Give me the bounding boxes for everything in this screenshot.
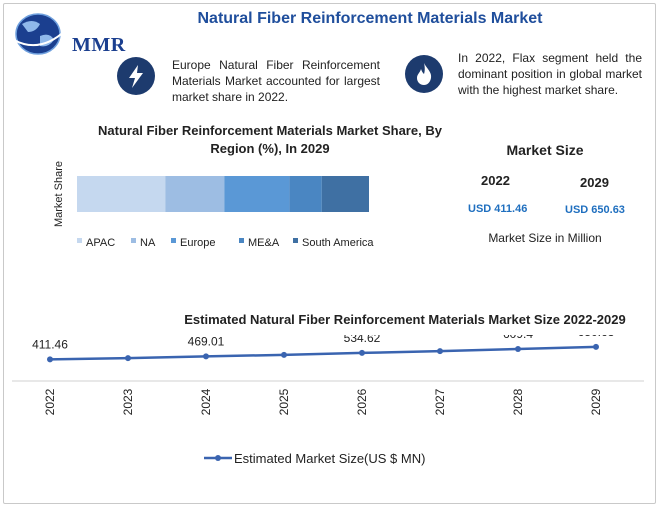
legend-marker-market-size [215, 455, 221, 461]
mmr-logo: MMR [10, 10, 135, 60]
region-share-chart: Market Share APAC NA Europe ME&A South Americ… [53, 161, 374, 249]
x-tick-label-2023: 2023 [121, 388, 135, 415]
market-size-value-2022: USD 411.46 [468, 203, 528, 215]
data-point-2023 [125, 355, 131, 362]
series-line-market-size [49, 345, 597, 361]
x-tick-label-2025: 2025 [277, 388, 291, 415]
bar-chart-title: Natural Fiber Reinforcement Materials Ma… [98, 123, 442, 156]
flame-icon [405, 55, 443, 93]
info-text-europe: Europe Natural Fiber Reinforcement Mater… [172, 58, 380, 104]
legend-label-na: NA [140, 237, 156, 249]
legend-label-south-america: South America [302, 237, 374, 249]
market-size-year-2022: 2022 [481, 173, 510, 188]
bar-segment-europe [224, 176, 290, 212]
legend-swatch-europe [171, 238, 176, 243]
market-size-year-2029: 2029 [580, 175, 609, 190]
bar-segment-me-a [289, 176, 322, 212]
data-point-2025 [281, 351, 287, 358]
x-tick-label-2022: 2022 [43, 388, 57, 415]
data-point-2022 [47, 356, 53, 363]
market-size-note: Market Size in Million [488, 231, 602, 245]
infographic-frame [3, 3, 656, 504]
page-title: Natural Fiber Reinforcement Materials Ma… [197, 10, 543, 27]
bar-segment-south-america [321, 176, 369, 212]
info-text-flax: In 2022, Flax segment held the dominant … [458, 51, 642, 97]
x-tick-label-2029: 2029 [589, 388, 603, 415]
market-size-line-chart: 411.46 2022 2023 469.01 2024 2025 534.62 2026 20… [12, 335, 644, 466]
data-label-2022: 411.46 [32, 337, 68, 351]
market-size-title: Market Size [506, 142, 584, 158]
data-point-2026 [359, 349, 365, 356]
bar-segment-na [165, 176, 225, 212]
data-point-2027 [437, 348, 443, 355]
legend-label-europe: Europe [180, 237, 215, 249]
data-label-2028: 609.4 [503, 335, 533, 341]
data-point-2028 [515, 346, 521, 353]
legend-swatch-na [131, 238, 136, 243]
bar-segment-apac [77, 176, 166, 212]
legend-label-apac: APAC [86, 237, 115, 249]
data-label-2026: 534.62 [344, 335, 381, 345]
data-label-2024: 469.01 [188, 335, 225, 348]
legend-swatch-apac [77, 238, 82, 243]
legend-label-market-size: Estimated Market Size(US $ MN) [234, 451, 425, 466]
market-size-value-2029: USD 650.63 [565, 204, 625, 216]
x-tick-label-2027: 2027 [433, 388, 447, 415]
logo-text: MMR [72, 34, 126, 56]
legend-swatch-south-america [293, 238, 298, 243]
legend-swatch-me-a [239, 238, 244, 243]
lightning-icon [117, 57, 155, 95]
x-tick-label-2028: 2028 [511, 388, 525, 415]
x-tick-label-2024: 2024 [199, 388, 213, 415]
data-point-2024 [203, 353, 209, 360]
globe-icon [13, 13, 67, 55]
x-tick-label-2026: 2026 [355, 388, 369, 415]
data-label-2029: 650.63 [578, 335, 615, 339]
legend-label-me-a: ME&A [248, 237, 280, 249]
line-chart-title: Estimated Natural Fiber Reinforcement Ma… [184, 312, 626, 327]
bar-chart-ylabel: Market Share [53, 161, 65, 227]
data-point-2029 [593, 343, 599, 350]
